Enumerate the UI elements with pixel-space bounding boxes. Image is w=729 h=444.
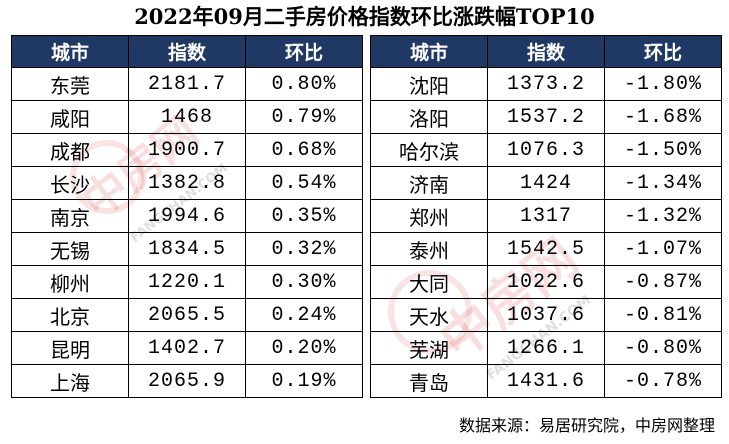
table-row: 天水 1037.6 -0.81% bbox=[370, 298, 722, 332]
column-header-city: 城市 bbox=[11, 35, 129, 68]
index-cell: 1537.2 bbox=[487, 100, 605, 134]
city-cell: 沈阳 bbox=[370, 67, 488, 101]
city-cell: 天水 bbox=[370, 298, 488, 332]
mom-cell: -1.32% bbox=[604, 199, 722, 233]
city-cell: 咸阳 bbox=[11, 100, 129, 134]
index-cell: 1994.6 bbox=[128, 199, 246, 233]
city-cell: 成都 bbox=[11, 133, 129, 167]
city-cell: 柳州 bbox=[11, 265, 129, 299]
mom-cell: -1.80% bbox=[604, 67, 722, 101]
city-cell: 上海 bbox=[11, 364, 129, 398]
city-cell: 洛阳 bbox=[370, 100, 488, 134]
mom-cell: 0.54% bbox=[245, 166, 363, 200]
city-cell: 泰州 bbox=[370, 232, 488, 266]
column-header-mom: 环比 bbox=[604, 35, 722, 68]
table-row: 大同 1022.6 -0.87% bbox=[370, 265, 722, 299]
index-cell: 1037.6 bbox=[487, 298, 605, 332]
city-cell: 芜湖 bbox=[370, 331, 488, 365]
city-cell: 长沙 bbox=[11, 166, 129, 200]
index-cell: 1900.7 bbox=[128, 133, 246, 167]
index-cell: 1266.1 bbox=[487, 331, 605, 365]
table-row: 长沙 1382.8 0.54% bbox=[11, 166, 363, 200]
index-cell: 1468 bbox=[128, 100, 246, 134]
column-header-mom: 环比 bbox=[245, 35, 363, 68]
mom-cell: 0.35% bbox=[245, 199, 363, 233]
mom-cell: 0.68% bbox=[245, 133, 363, 167]
index-cell: 1382.8 bbox=[128, 166, 246, 200]
mom-cell: -0.78% bbox=[604, 364, 722, 398]
index-cell: 2181.7 bbox=[128, 67, 246, 101]
table-header-row: 城市 指数 环比 bbox=[11, 35, 363, 68]
mom-cell: -1.50% bbox=[604, 133, 722, 167]
city-cell: 大同 bbox=[370, 265, 488, 299]
city-cell: 南京 bbox=[11, 199, 129, 233]
table-row: 哈尔滨 1076.3 -1.50% bbox=[370, 133, 722, 167]
table-row: 南京 1994.6 0.35% bbox=[11, 199, 363, 233]
index-cell: 1431.6 bbox=[487, 364, 605, 398]
city-cell: 昆明 bbox=[11, 331, 129, 365]
table-row: 郑州 1317 -1.32% bbox=[370, 199, 722, 233]
table-row: 柳州 1220.1 0.30% bbox=[11, 265, 363, 299]
table-row: 咸阳 1468 0.79% bbox=[11, 100, 363, 134]
city-cell: 济南 bbox=[370, 166, 488, 200]
table-row: 上海 2065.9 0.19% bbox=[11, 364, 363, 398]
city-cell: 北京 bbox=[11, 298, 129, 332]
mom-cell: -0.81% bbox=[604, 298, 722, 332]
table-row: 东莞 2181.7 0.80% bbox=[11, 67, 363, 101]
index-cell: 1424 bbox=[487, 166, 605, 200]
city-cell: 青岛 bbox=[370, 364, 488, 398]
rising-cities-table: 城市 指数 环比 东莞 2181.7 0.80% 咸阳 1468 0.79% 成… bbox=[11, 35, 363, 398]
index-cell: 1542.5 bbox=[487, 232, 605, 266]
data-source-note: 数据来源：易居研究院，中房网整理 bbox=[458, 416, 715, 435]
table-row: 青岛 1431.6 -0.78% bbox=[370, 364, 722, 398]
index-cell: 1402.7 bbox=[128, 331, 246, 365]
index-cell: 1373.2 bbox=[487, 67, 605, 101]
index-cell: 2065.5 bbox=[128, 298, 246, 332]
index-cell: 1022.6 bbox=[487, 265, 605, 299]
index-cell: 1317 bbox=[487, 199, 605, 233]
mom-cell: 0.79% bbox=[245, 100, 363, 134]
page-title: 2022年09月二手房价格指数环比涨跌幅TOP10 bbox=[134, 4, 595, 29]
mom-cell: 0.20% bbox=[245, 331, 363, 365]
column-header-city: 城市 bbox=[370, 35, 488, 68]
mom-cell: 0.24% bbox=[245, 298, 363, 332]
mom-cell: 0.19% bbox=[245, 364, 363, 398]
mom-cell: -1.68% bbox=[604, 100, 722, 134]
table-row: 昆明 1402.7 0.20% bbox=[11, 331, 363, 365]
mom-cell: -0.87% bbox=[604, 265, 722, 299]
table-row: 泰州 1542.5 -1.07% bbox=[370, 232, 722, 266]
falling-cities-table: 城市 指数 环比 沈阳 1373.2 -1.80% 洛阳 1537.2 -1.6… bbox=[370, 35, 722, 398]
city-cell: 郑州 bbox=[370, 199, 488, 233]
index-cell: 2065.9 bbox=[128, 364, 246, 398]
table-row: 无锡 1834.5 0.32% bbox=[11, 232, 363, 266]
table-row: 洛阳 1537.2 -1.68% bbox=[370, 100, 722, 134]
city-cell: 无锡 bbox=[11, 232, 129, 266]
table-row: 北京 2065.5 0.24% bbox=[11, 298, 363, 332]
index-cell: 1220.1 bbox=[128, 265, 246, 299]
city-cell: 哈尔滨 bbox=[370, 133, 488, 167]
mom-cell: -1.34% bbox=[604, 166, 722, 200]
table-row: 芜湖 1266.1 -0.80% bbox=[370, 331, 722, 365]
mom-cell: 0.32% bbox=[245, 232, 363, 266]
mom-cell: 0.80% bbox=[245, 67, 363, 101]
table-row: 成都 1900.7 0.68% bbox=[11, 133, 363, 167]
table-header-row: 城市 指数 环比 bbox=[370, 35, 722, 68]
mom-cell: 0.30% bbox=[245, 265, 363, 299]
column-header-index: 指数 bbox=[487, 35, 605, 68]
mom-cell: -0.80% bbox=[604, 331, 722, 365]
table-row: 济南 1424 -1.34% bbox=[370, 166, 722, 200]
index-cell: 1076.3 bbox=[487, 133, 605, 167]
mom-cell: -1.07% bbox=[604, 232, 722, 266]
city-cell: 东莞 bbox=[11, 67, 129, 101]
table-row: 沈阳 1373.2 -1.80% bbox=[370, 67, 722, 101]
index-cell: 1834.5 bbox=[128, 232, 246, 266]
column-header-index: 指数 bbox=[128, 35, 246, 68]
